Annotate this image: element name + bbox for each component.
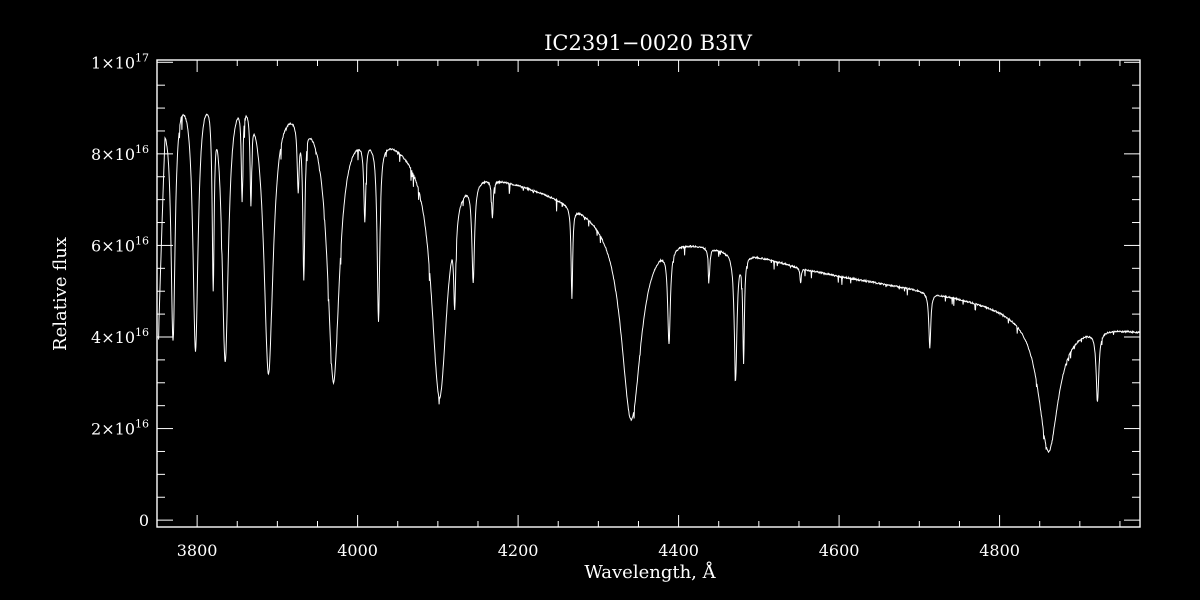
y-tick-label: 8×1016 — [91, 143, 149, 164]
y-tick-mantissa: 6×10 — [91, 236, 135, 255]
y-tick-exponent: 17 — [135, 51, 149, 64]
y-tick-mantissa: 8×10 — [91, 145, 135, 164]
chart-title: IC2391−0020 B3IV — [544, 31, 753, 55]
y-tick-mantissa: 1×10 — [91, 53, 135, 72]
x-axis-label: Wavelength, Å — [584, 561, 716, 583]
y-tick-label: 0 — [139, 511, 149, 530]
x-tick-label: 3800 — [177, 541, 218, 560]
x-tick-label: 4200 — [498, 541, 539, 560]
y-tick-label: 4×1016 — [91, 326, 149, 347]
x-tick-label: 4800 — [979, 541, 1020, 560]
y-tick-label: 2×1016 — [91, 418, 149, 439]
x-tick-label: 4400 — [658, 541, 699, 560]
x-axis-ticks: 3800 4000 4200 4400 4600 4800 — [156, 60, 1121, 560]
x-tick-label: 4000 — [337, 541, 378, 560]
x-tick-label: 4600 — [819, 541, 860, 560]
y-tick-mantissa: 4×10 — [91, 328, 135, 347]
plot-frame — [156, 59, 1141, 528]
y-tick-exponent: 16 — [135, 234, 149, 247]
y-axis-label: Relative flux — [50, 237, 71, 351]
y-tick-exponent: 16 — [135, 418, 149, 431]
y-tick-exponent: 16 — [135, 326, 149, 339]
y-tick-label: 6×1016 — [91, 234, 149, 255]
y-tick-exponent: 16 — [135, 143, 149, 156]
y-tick-mantissa: 0 — [139, 511, 149, 530]
spectrum-line — [158, 113, 1141, 454]
y-tick-mantissa: 2×10 — [91, 420, 135, 439]
y-tick-label: 1×1017 — [91, 51, 149, 72]
